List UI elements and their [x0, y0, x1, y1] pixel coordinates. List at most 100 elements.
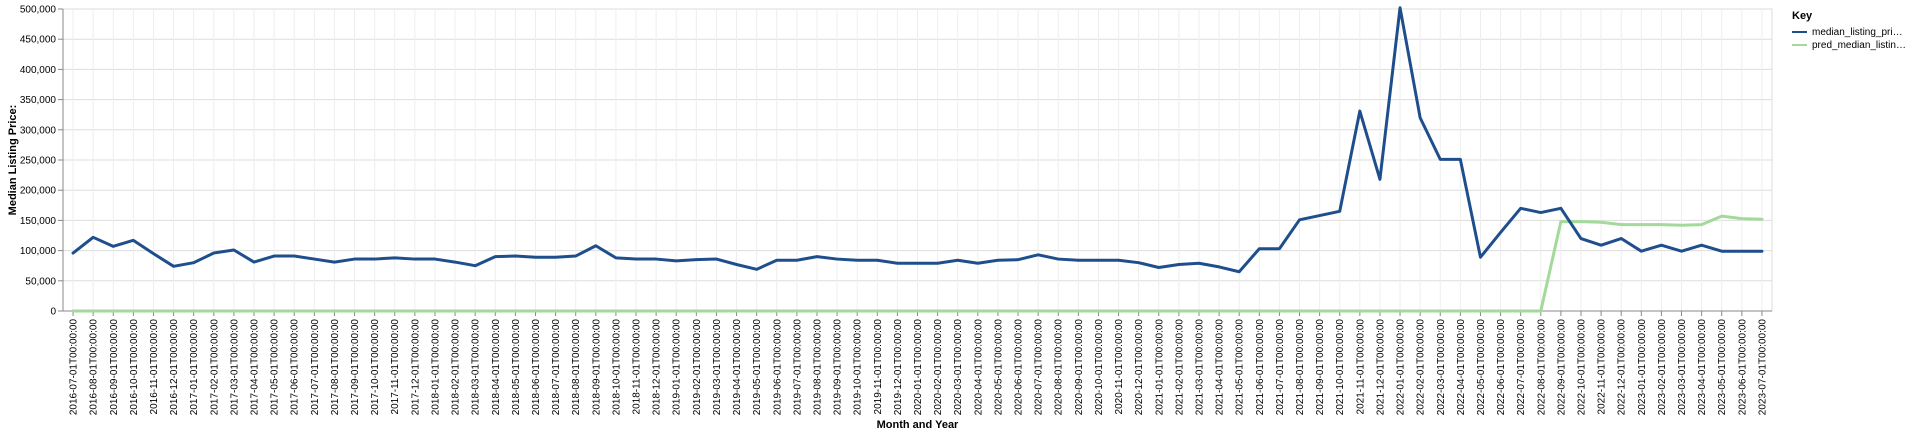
gridlines	[62, 8, 1773, 312]
x-tick-label: 2019-10-01T00:00:00	[853, 319, 864, 416]
x-tick-label: 2020-09-01T00:00:00	[1074, 319, 1085, 416]
x-tick-label: 2018-03-01T00:00:00	[471, 319, 482, 416]
x-tick-label: 2021-01-01T00:00:00	[1154, 319, 1165, 416]
x-tick-label: 2017-09-01T00:00:00	[350, 319, 361, 416]
x-tick-label: 2019-02-01T00:00:00	[692, 319, 703, 416]
x-tick-label: 2019-03-01T00:00:00	[712, 319, 723, 416]
x-tick-label: 2016-09-01T00:00:00	[109, 319, 120, 416]
x-tick-label: 2019-11-01T00:00:00	[873, 319, 884, 415]
x-tick-label: 2020-07-01T00:00:00	[1034, 319, 1045, 416]
series-line-median-listing-price	[71, 6, 1764, 274]
legend-title: Key	[1792, 10, 1813, 22]
legend-label-pred-median-listing-price: pred_median_listin…	[1812, 40, 1906, 51]
x-tick-label: 2020-06-01T00:00:00	[1014, 319, 1025, 416]
x-tick-label: 2022-11-01T00:00:00	[1597, 319, 1608, 415]
x-tick-label: 2020-10-01T00:00:00	[1094, 319, 1105, 416]
x-tick-label: 2018-02-01T00:00:00	[451, 319, 462, 416]
x-tick-label: 2017-08-01T00:00:00	[330, 319, 341, 416]
x-tick-label: 2018-09-01T00:00:00	[591, 319, 602, 416]
x-tick-label: 2022-05-01T00:00:00	[1476, 319, 1487, 416]
x-tick-label: 2020-11-01T00:00:00	[1114, 319, 1125, 415]
x-tick-label: 2022-02-01T00:00:00	[1416, 319, 1427, 416]
x-tick-label: 2023-01-01T00:00:00	[1637, 319, 1648, 416]
x-tick-label: 2018-07-01T00:00:00	[551, 319, 562, 416]
x-tick-label: 2016-08-01T00:00:00	[89, 319, 100, 416]
x-tick-label: 2018-01-01T00:00:00	[430, 319, 441, 416]
x-tick-label: 2023-05-01T00:00:00	[1717, 319, 1728, 416]
x-tick-label: 2017-05-01T00:00:00	[270, 319, 281, 416]
axes: 0 50,000 100,000 150,000 200,000 250,000 300,0…	[20, 5, 1772, 416]
y-tick-label: 50,000	[25, 276, 56, 287]
x-tick-label: 2022-10-01T00:00:00	[1576, 319, 1587, 416]
x-tick-label: 2017-07-01T00:00:00	[310, 319, 321, 416]
x-tick-label: 2022-03-01T00:00:00	[1436, 319, 1447, 416]
x-tick-label: 2019-01-01T00:00:00	[672, 319, 683, 416]
x-tick-label: 2017-01-01T00:00:00	[189, 319, 200, 416]
x-tick-label: 2020-05-01T00:00:00	[993, 319, 1004, 416]
x-tick-label: 2021-02-01T00:00:00	[1174, 319, 1185, 416]
x-tick-label: 2022-07-01T00:00:00	[1516, 319, 1527, 416]
x-tick-label: 2021-12-01T00:00:00	[1375, 319, 1386, 416]
series-lines	[71, 6, 1764, 313]
legend-label-median-listing-price: median_listing_pri…	[1812, 27, 1903, 38]
x-tick-label: 2020-04-01T00:00:00	[973, 319, 984, 416]
x-tick-label: 2018-11-01T00:00:00	[632, 319, 643, 415]
x-tick-label: 2022-08-01T00:00:00	[1536, 319, 1547, 416]
x-tick-label: 2023-03-01T00:00:00	[1677, 319, 1688, 416]
y-tick-label: 150,000	[20, 216, 57, 227]
x-tick-label: 2021-04-01T00:00:00	[1215, 319, 1226, 416]
y-tick-label: 200,000	[20, 186, 57, 197]
y-tick-label: 350,000	[20, 95, 57, 106]
x-tick-label: 2017-02-01T00:00:00	[209, 319, 220, 416]
x-tick-label: 2017-04-01T00:00:00	[250, 319, 261, 416]
series-line-pred-median-listing-price	[71, 214, 1764, 313]
x-tick-label: 2018-10-01T00:00:00	[611, 319, 622, 416]
x-tick-label: 2019-12-01T00:00:00	[893, 319, 904, 416]
y-tick-label: 100,000	[20, 246, 57, 257]
x-tick-label: 2023-07-01T00:00:00	[1757, 319, 1768, 416]
x-tick-label: 2018-12-01T00:00:00	[652, 319, 663, 416]
x-tick-label: 2022-06-01T00:00:00	[1496, 319, 1507, 416]
x-tick-label: 2022-09-01T00:00:00	[1556, 319, 1567, 416]
x-tick-label: 2018-08-01T00:00:00	[571, 319, 582, 416]
legend: Key median_listing_pri… pred_median_list…	[1792, 10, 1906, 51]
x-tick-label: 2020-03-01T00:00:00	[953, 319, 964, 416]
x-tick-label: 2019-04-01T00:00:00	[732, 319, 743, 416]
x-tick-label: 2019-08-01T00:00:00	[812, 319, 823, 416]
y-tick-label: 250,000	[20, 156, 57, 167]
x-tick-label: 2016-10-01T00:00:00	[129, 319, 140, 416]
x-tick-label: 2019-05-01T00:00:00	[752, 319, 763, 416]
x-tick-label: 2022-01-01T00:00:00	[1396, 319, 1407, 416]
y-axis-title: Median Listing Price:	[7, 105, 19, 216]
x-tick-label: 2023-04-01T00:00:00	[1697, 319, 1708, 416]
x-tick-label: 2017-12-01T00:00:00	[410, 319, 421, 416]
x-tick-label: 2019-09-01T00:00:00	[833, 319, 844, 416]
x-tick-label: 2017-11-01T00:00:00	[390, 319, 401, 415]
x-axis-title: Month and Year	[877, 419, 959, 431]
x-tick-label: 2018-05-01T00:00:00	[511, 319, 522, 416]
x-tick-label: 2020-08-01T00:00:00	[1054, 319, 1065, 416]
x-tick-label: 2017-03-01T00:00:00	[229, 319, 240, 416]
x-tick-label: 2020-12-01T00:00:00	[1134, 319, 1145, 416]
x-tick-label: 2017-10-01T00:00:00	[370, 319, 381, 416]
x-tick-label: 2021-05-01T00:00:00	[1235, 319, 1246, 416]
x-tick-label: 2021-11-01T00:00:00	[1355, 319, 1366, 415]
x-tick-label: 2016-07-01T00:00:00	[69, 319, 80, 416]
x-tick-label: 2019-06-01T00:00:00	[772, 319, 783, 416]
y-tick-label: 300,000	[20, 125, 57, 136]
y-tick-label: 0	[50, 307, 56, 318]
x-tick-label: 2020-02-01T00:00:00	[933, 319, 944, 416]
x-tick-label: 2021-08-01T00:00:00	[1295, 319, 1306, 416]
x-tick-label: 2021-10-01T00:00:00	[1335, 319, 1346, 416]
x-tick-label: 2022-12-01T00:00:00	[1617, 319, 1628, 416]
x-tick-label: 2021-07-01T00:00:00	[1275, 319, 1286, 416]
x-tick-label: 2018-06-01T00:00:00	[531, 319, 542, 416]
x-tick-label: 2021-03-01T00:00:00	[1194, 319, 1205, 416]
y-tick-label: 500,000	[20, 5, 57, 16]
x-tick-label: 2021-09-01T00:00:00	[1315, 319, 1326, 416]
x-tick-label: 2016-11-01T00:00:00	[149, 319, 160, 415]
x-tick-label: 2019-07-01T00:00:00	[792, 319, 803, 416]
x-tick-label: 2021-06-01T00:00:00	[1255, 319, 1266, 416]
y-tick-label: 450,000	[20, 35, 57, 46]
x-tick-label: 2023-06-01T00:00:00	[1737, 319, 1748, 416]
